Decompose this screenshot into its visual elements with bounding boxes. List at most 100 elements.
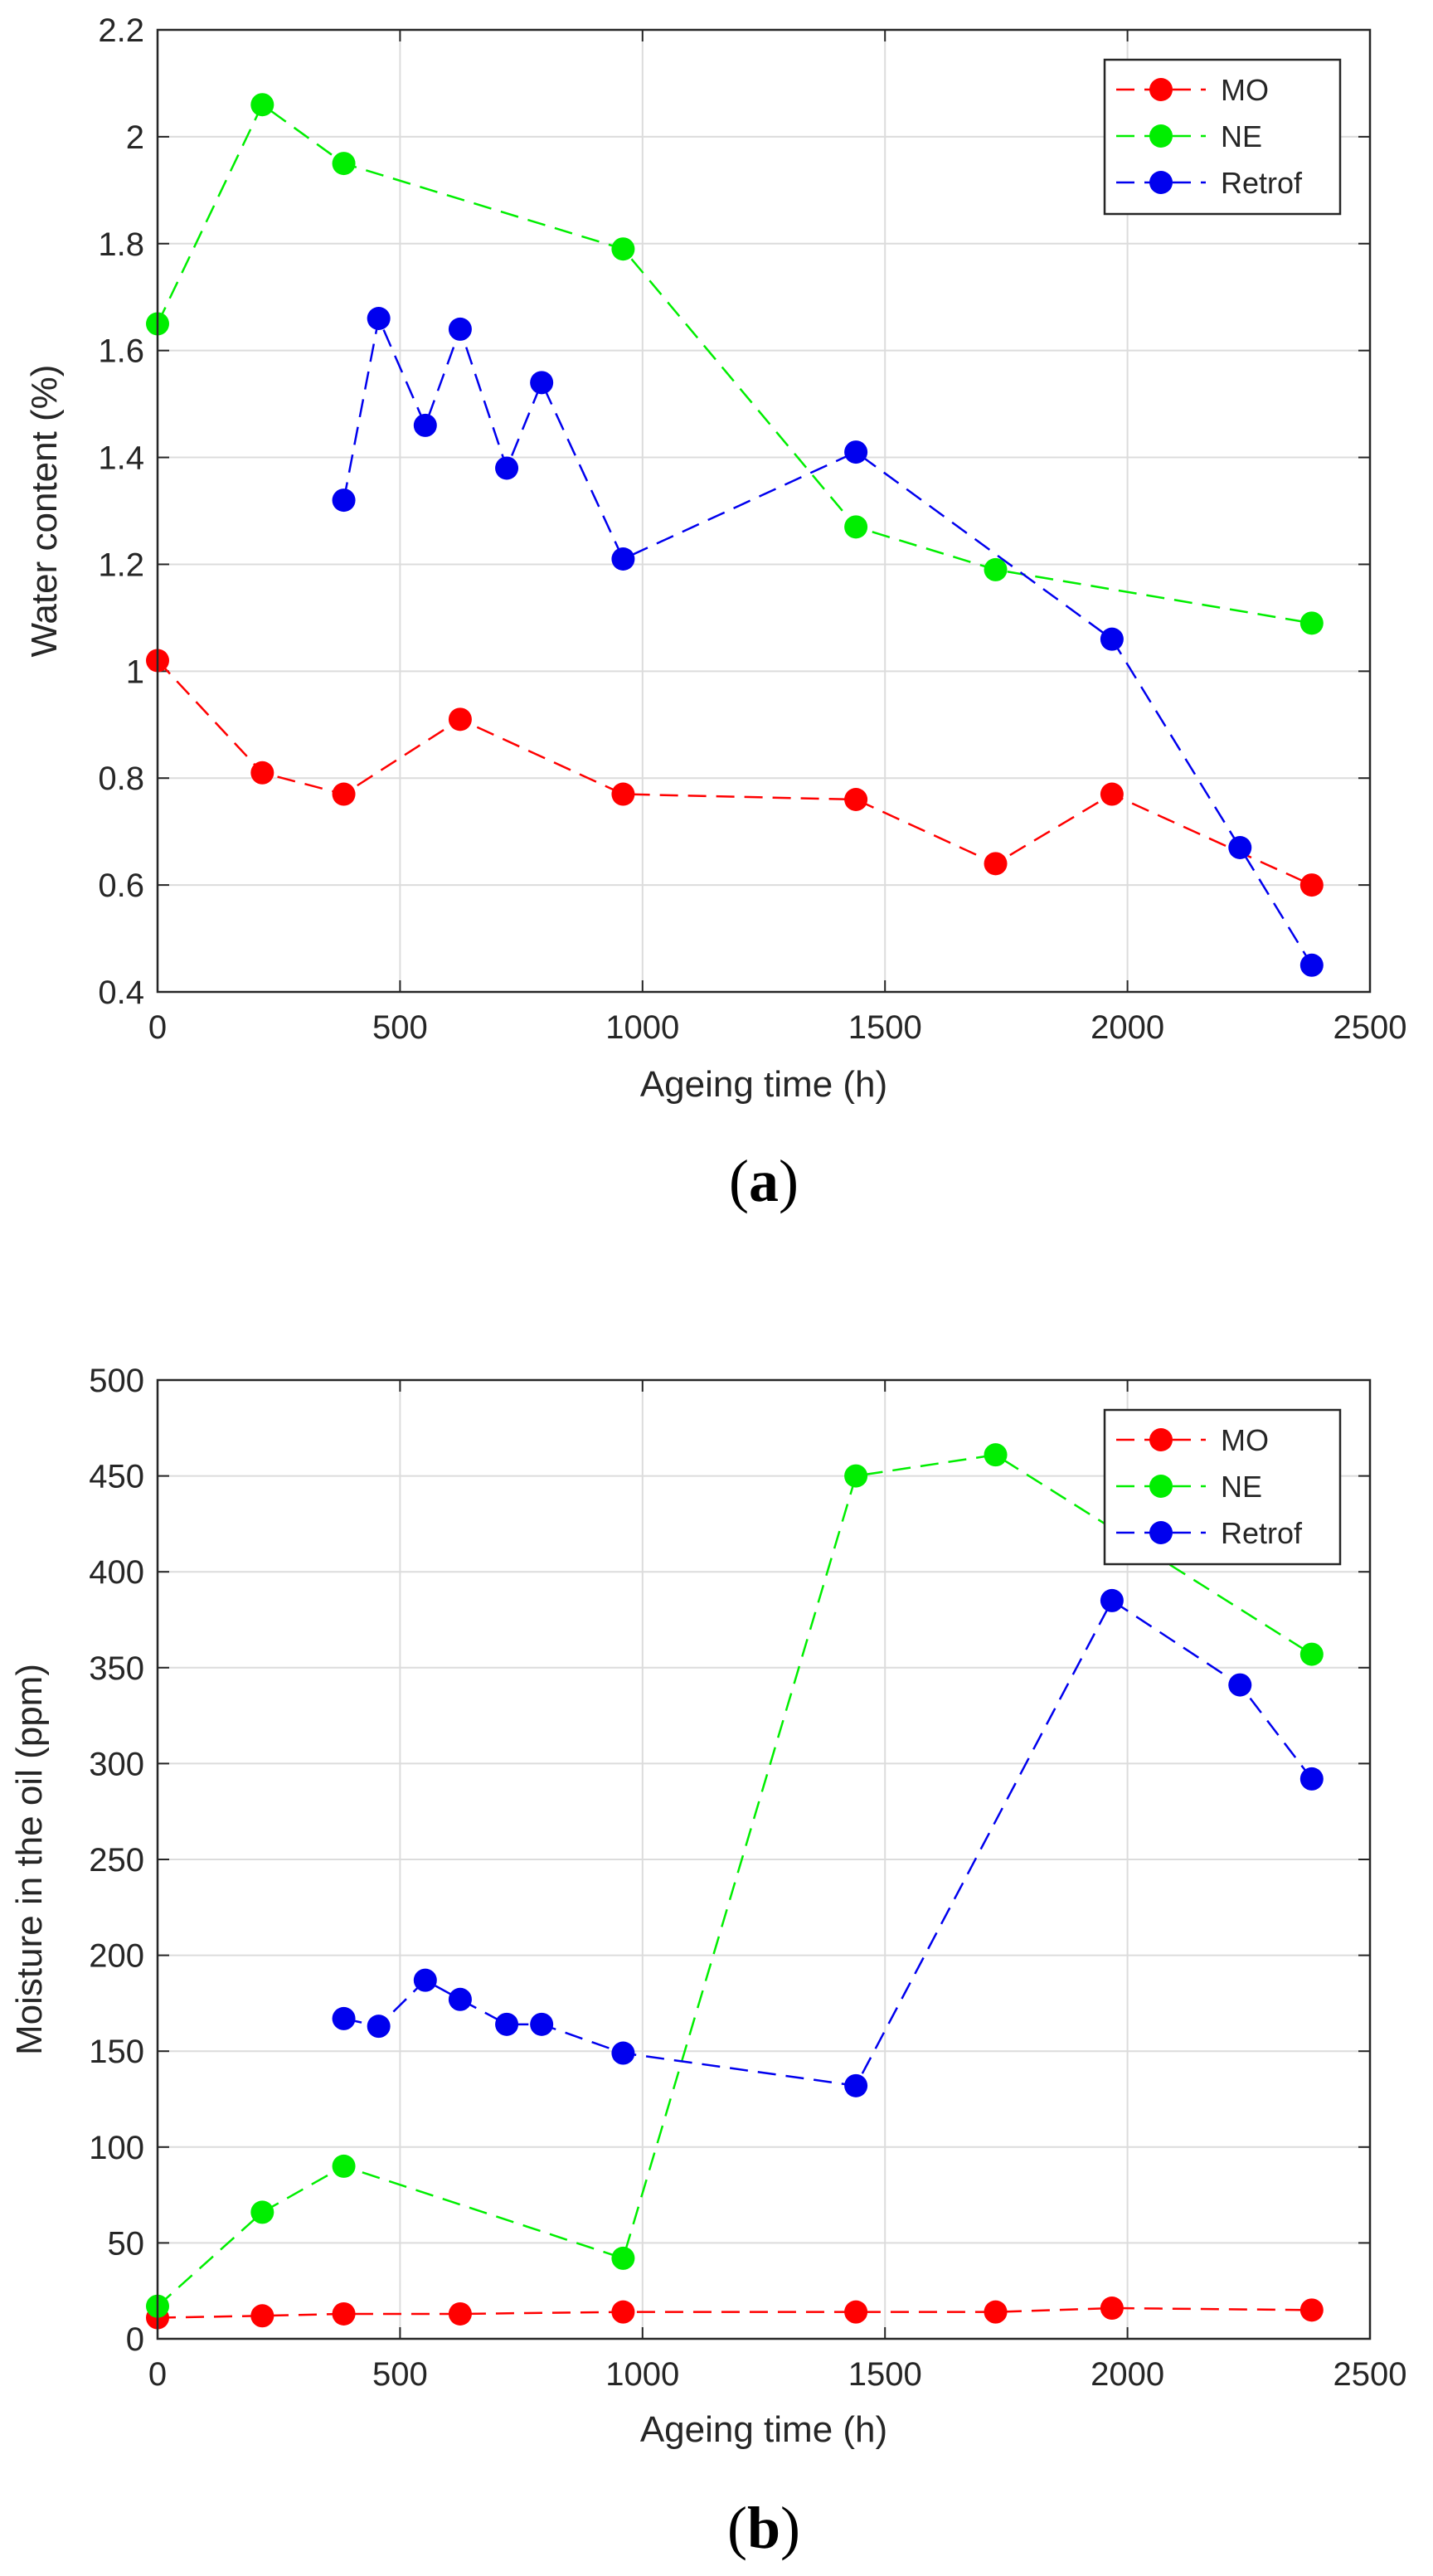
data-point — [250, 761, 274, 785]
data-point — [1299, 611, 1324, 635]
data-point — [844, 2300, 868, 2324]
y-axis-label: Moisture in the oil (ppm) — [9, 1664, 50, 2055]
y-tick-label: 1.6 — [98, 333, 144, 370]
series-retrof — [332, 307, 1324, 977]
panel-label-letter: a — [749, 1148, 779, 1214]
data-point — [1100, 782, 1124, 806]
panel-label-open: ( — [729, 1148, 749, 1214]
data-point — [530, 371, 554, 395]
x-tick-label: 2500 — [1333, 1009, 1407, 1046]
x-tick-label: 2500 — [1333, 2356, 1407, 2393]
x-tick-label: 1500 — [848, 2356, 922, 2393]
data-point — [413, 1968, 437, 1992]
data-point — [332, 782, 356, 806]
data-point — [844, 2073, 868, 2097]
y-tick-label: 400 — [89, 1554, 144, 1591]
y-tick-label: 100 — [89, 2130, 144, 2166]
data-point — [448, 2301, 472, 2326]
x-tick-label: 2000 — [1091, 1009, 1164, 1046]
data-point — [495, 2012, 519, 2036]
data-point — [250, 2304, 274, 2328]
axes-box — [156, 28, 1372, 994]
x-tick-label: 0 — [148, 2356, 167, 2393]
data-point — [984, 852, 1008, 876]
legend-label: NE — [1221, 1470, 1262, 1504]
data-point — [844, 1464, 868, 1488]
panel-label-letter: b — [747, 2495, 780, 2561]
data-point — [984, 1443, 1008, 1467]
legend-swatch-marker — [1149, 78, 1173, 101]
data-point — [984, 557, 1008, 581]
data-point — [332, 488, 356, 513]
legend-label: Retrof — [1221, 166, 1303, 200]
panel-label-open: ( — [727, 2495, 747, 2561]
y-tick-label: 300 — [89, 1746, 144, 1782]
data-point — [1299, 1767, 1324, 1791]
x-tick-label: 1500 — [848, 1009, 922, 1046]
data-point — [250, 93, 274, 117]
series-ne — [146, 1443, 1324, 2318]
data-point — [332, 2154, 356, 2178]
legend-label: Retrof — [1221, 1516, 1303, 1550]
data-point — [611, 2246, 635, 2270]
legend-box — [1103, 1408, 1342, 1566]
data-point — [611, 547, 635, 571]
data-point — [367, 307, 391, 330]
data-point — [332, 152, 356, 176]
chart-water-content: 0 500 1000 1500 2000 2500 0.4 0.6 0.8 1 1.2 1.4 1.6 1… — [24, 12, 1406, 1214]
y-tick-label: 450 — [89, 1459, 144, 1495]
x-axis-label: Ageing time (h) — [640, 1064, 887, 1105]
data-point — [448, 317, 472, 341]
data-point — [1299, 2298, 1324, 2322]
y-tick-label: 0.8 — [98, 761, 144, 797]
y-tick-label: 150 — [89, 2034, 144, 2070]
data-point — [332, 2006, 356, 2030]
legend-swatch-marker — [1149, 124, 1173, 148]
data-point — [844, 788, 868, 811]
y-tick-label: 200 — [89, 1938, 144, 1975]
y-tick-label: 1 — [126, 654, 144, 690]
data-point — [1299, 1642, 1324, 1666]
y-tick-label: 1.8 — [98, 226, 144, 263]
y-tick-label: 1.2 — [98, 547, 144, 583]
y-tick-label: 0.4 — [98, 975, 144, 1011]
legend-box — [1103, 58, 1342, 216]
legend-swatch-marker — [1149, 1475, 1173, 1498]
x-tick-label: 500 — [372, 2356, 428, 2393]
data-point — [844, 515, 868, 539]
data-point — [367, 2015, 391, 2039]
x-axis-label: Ageing time (h) — [640, 2409, 887, 2450]
data-point — [1299, 953, 1324, 977]
y-tick-label: 2.2 — [98, 12, 144, 49]
data-point — [984, 2300, 1008, 2324]
x-tick-label: 0 — [148, 1009, 167, 1046]
legend-label: MO — [1221, 73, 1269, 107]
legend-label: NE — [1221, 119, 1262, 153]
legend-label: MO — [1221, 1423, 1269, 1457]
chart-moisture-in-oil: 0 500 1000 1500 2000 2500 0 50 100 150 200 250 300 35… — [9, 1363, 1406, 2561]
series-line — [157, 659, 1313, 887]
legend: MO NE Retrof — [1103, 58, 1342, 216]
data-point — [448, 1987, 472, 2011]
x-tick-label: 500 — [372, 1009, 428, 1046]
legend-swatch-marker — [1149, 171, 1173, 194]
data-point — [1228, 836, 1252, 859]
series-ne — [146, 93, 1324, 635]
panel-label: (a) — [729, 1148, 799, 1214]
legend-swatch-marker — [1149, 1521, 1173, 1544]
y-tick-label: 500 — [89, 1363, 144, 1399]
data-point — [448, 707, 472, 731]
data-point — [250, 2200, 274, 2224]
axes-box — [156, 1378, 1372, 2340]
y-axis-label: Water content (%) — [24, 365, 65, 658]
x-tick-label: 1000 — [605, 2356, 679, 2393]
y-tick-label: 2 — [126, 119, 144, 156]
data-point — [530, 2012, 554, 2036]
series-mo — [146, 649, 1324, 897]
x-tick-label: 1000 — [605, 1009, 679, 1046]
data-point — [611, 782, 635, 806]
data-point — [844, 440, 868, 464]
data-point — [611, 237, 635, 261]
y-tick-label: 350 — [89, 1650, 144, 1687]
